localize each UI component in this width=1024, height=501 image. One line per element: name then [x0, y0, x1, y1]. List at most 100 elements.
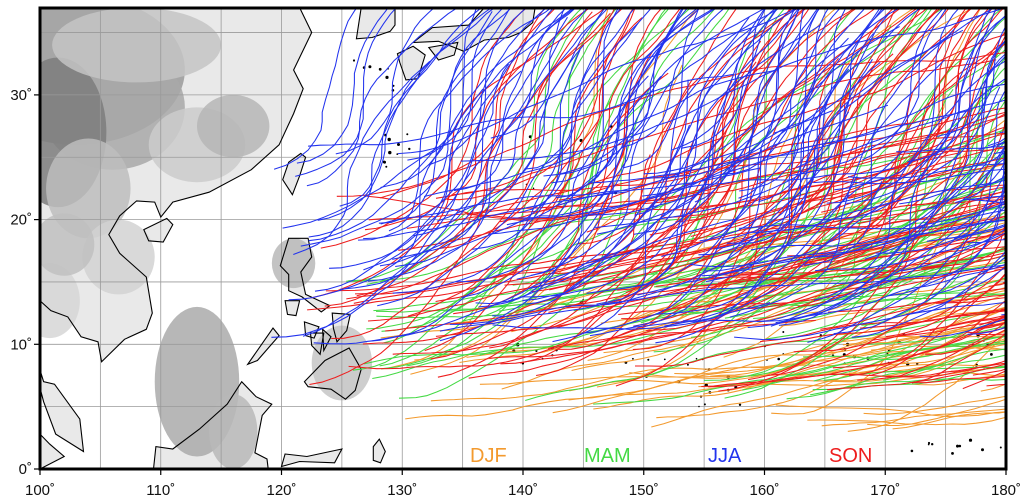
track-son [849, 216, 1006, 377]
track-jja [747, 189, 1006, 329]
track-son [885, 272, 1006, 338]
coastline-16 [40, 433, 66, 469]
track-jja [671, 8, 766, 151]
track-jja [734, 302, 1006, 341]
track-jja [293, 60, 431, 255]
track-jja [543, 8, 683, 177]
island-dot [408, 147, 411, 151]
track-son [336, 52, 1006, 197]
track-jja [490, 8, 566, 139]
track-jja [317, 8, 495, 221]
track-jja [722, 12, 891, 241]
track-jja [522, 24, 822, 302]
track-jja [929, 255, 1006, 297]
track-son [545, 8, 919, 330]
coastline-18 [280, 448, 343, 468]
track-jja [773, 8, 847, 134]
legend-label-djf: DJF [470, 445, 507, 467]
track-jja [335, 8, 435, 155]
x-tick-label: 160˚ [749, 482, 779, 499]
track-jja [581, 37, 849, 334]
track-jja [363, 191, 628, 240]
track-son [311, 8, 606, 299]
track-son [362, 162, 964, 345]
track-son [353, 132, 1006, 304]
track-jja [273, 8, 358, 170]
x-tick-label: 170˚ [870, 482, 900, 499]
track-jja [643, 8, 796, 175]
track-jja [595, 99, 1006, 229]
track-mam [809, 354, 1006, 396]
track-mam [398, 8, 717, 399]
track-djf [674, 334, 1006, 375]
track-jja [460, 8, 1006, 162]
track-djf [892, 411, 1006, 430]
track-jja [488, 110, 969, 235]
track-jja [813, 8, 992, 221]
track-jja [955, 203, 1006, 242]
track-son [500, 264, 954, 365]
track-mam [640, 8, 929, 324]
coastline-5 [282, 152, 307, 196]
track-jja [864, 142, 1006, 260]
track-jja [589, 83, 1006, 184]
track-son [972, 368, 1006, 376]
coastline-15 [152, 380, 273, 469]
track-son [966, 327, 1006, 334]
track-son [985, 198, 1006, 201]
track-son [1018, 247, 1024, 252]
tracks-jja [271, 8, 1006, 345]
track-son [925, 328, 1006, 355]
track-son [1007, 206, 1024, 210]
topography-shade-4 [46, 138, 131, 239]
track-son [977, 267, 1006, 276]
track-son [346, 142, 782, 300]
land-mass-3 [413, 8, 536, 52]
island-dot [532, 187, 535, 190]
track-djf [568, 329, 1006, 401]
track-mam [700, 97, 936, 271]
coastline-0 [40, 8, 313, 453]
island-dot [632, 357, 634, 360]
track-son [988, 282, 1006, 287]
track-jja [926, 223, 1006, 242]
land-mass-6 [143, 218, 173, 242]
track-djf [867, 398, 1006, 427]
track-son [759, 310, 1006, 343]
track-mam [379, 8, 619, 367]
track-jja [296, 8, 389, 164]
track-son [649, 8, 856, 236]
track-djf [723, 8, 982, 358]
track-son [870, 272, 1006, 377]
island-dot [990, 353, 993, 356]
track-jja [967, 326, 1006, 335]
track-jja [900, 227, 1006, 272]
track-son [309, 8, 557, 386]
track-djf [842, 321, 1006, 346]
track-jja [807, 198, 1006, 343]
track-jja [896, 145, 1006, 153]
track-jja [453, 8, 576, 192]
island-dot [397, 143, 400, 146]
track-jja [306, 8, 458, 187]
island-dot [968, 438, 973, 442]
island-dot [927, 441, 931, 445]
track-jja [524, 8, 623, 170]
track-jja [967, 150, 1006, 169]
track-jja [634, 8, 799, 216]
track-jja [655, 111, 850, 344]
coastline-14 [246, 327, 280, 366]
track-son [504, 203, 1000, 286]
track-mam [373, 259, 769, 312]
track-jja [530, 75, 662, 276]
track-jja [302, 184, 481, 337]
track-jja [661, 8, 819, 258]
track-jja [1004, 137, 1006, 139]
track-son [791, 8, 939, 201]
track-son [798, 96, 1006, 308]
track-son [922, 231, 1006, 269]
track-jja [664, 8, 922, 327]
track-jja [308, 11, 493, 242]
track-jja [461, 8, 716, 299]
